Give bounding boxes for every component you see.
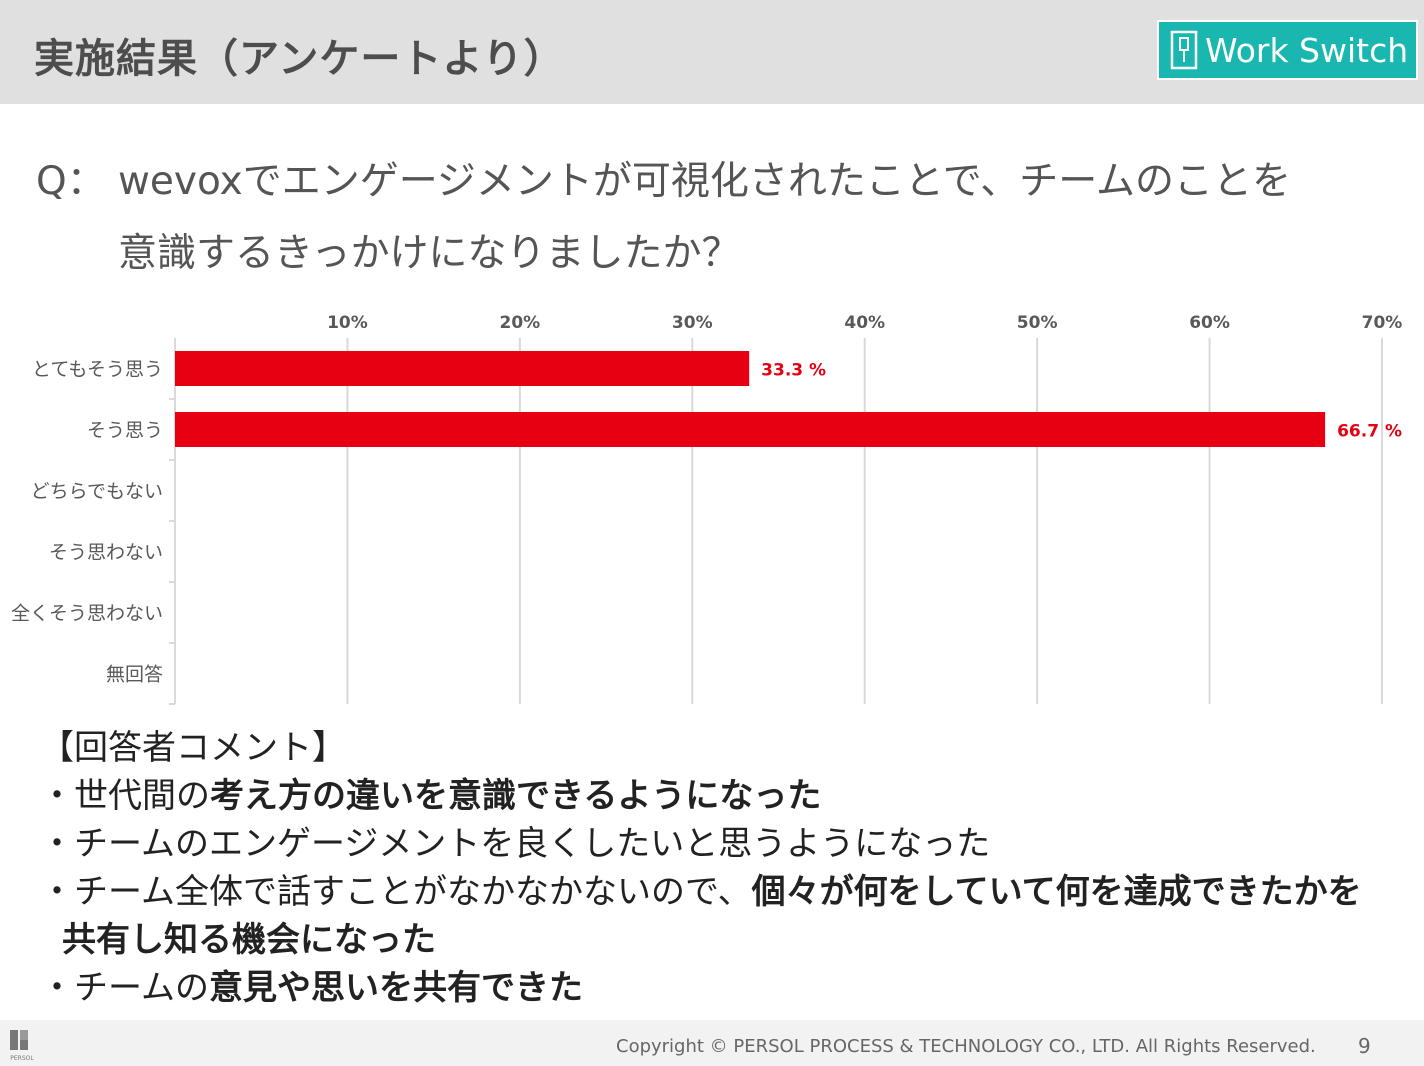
comment-bold-text: 個々が何をしていて何を達成できたかを bbox=[751, 872, 1362, 912]
category-label: 全くそう思わない bbox=[11, 603, 163, 625]
data-label: 66.7 % bbox=[1337, 422, 1402, 442]
comment-text: ・チームのエンゲージメントを良くしたいと思うようになった bbox=[40, 824, 991, 864]
comment-text: ・チーム全体で話すことがなかなかないので、 bbox=[40, 872, 752, 912]
bar bbox=[175, 351, 750, 386]
brand-name: Work Switch bbox=[1205, 30, 1409, 70]
comment-item: ・世代間の考え方の違いを意識できるようになった bbox=[40, 772, 1410, 820]
copyright-text: Copyright © PERSOL PROCESS & TECHNOLOGY … bbox=[616, 1036, 1316, 1057]
tick-label: 50% bbox=[1017, 313, 1058, 333]
category-label: そう思わない bbox=[49, 542, 163, 564]
comment-text: ・世代間の bbox=[40, 776, 210, 816]
category-label: 無回答 bbox=[106, 664, 163, 686]
tick-label: 70% bbox=[1362, 313, 1403, 333]
category-label: どちらでもない bbox=[31, 481, 163, 503]
comment-bold-text: 共有し知る機会になった bbox=[62, 920, 436, 960]
bar bbox=[175, 412, 1326, 447]
category-label: とてもそう思う bbox=[32, 359, 163, 381]
question-prefix: Q： bbox=[36, 159, 106, 204]
tick-label: 20% bbox=[500, 313, 541, 333]
survey-question: Q： wevoxでエンゲージメントが可視化されたことで、チームのことを 意識するき… bbox=[36, 146, 1376, 290]
door-icon bbox=[1170, 30, 1198, 70]
tick-label: 30% bbox=[672, 313, 713, 333]
footer-bar bbox=[0, 1020, 1424, 1066]
page-number: 9 bbox=[1358, 1034, 1371, 1058]
bar-chart: 10% 20% 30% 40% 50% 60% 70% とてもそう思う 33.3 % そう思う 66… bbox=[11, 313, 1403, 705]
tick-label: 10% bbox=[327, 313, 368, 333]
comment-text: ・チームの bbox=[40, 968, 209, 1008]
data-label: 33.3 % bbox=[761, 361, 826, 381]
comment-item: ・チームのエンゲージメントを良くしたいと思うようになった bbox=[40, 820, 1410, 868]
comment-item-continuation: 共有し知る機会になった bbox=[40, 916, 1410, 964]
page-title: 実施結果（アンケートより） bbox=[34, 36, 565, 82]
comment-bold-text: 意見や思いを共有できた bbox=[208, 968, 583, 1008]
tick-label: 40% bbox=[844, 313, 885, 333]
question-line-1: wevoxでエンゲージメントが可視化されたことで、チームのことを bbox=[118, 159, 1292, 204]
comments-heading: 【回答者コメント】 bbox=[40, 728, 346, 768]
tick-label: 60% bbox=[1189, 313, 1230, 333]
comment-bold-text: 考え方の違いを意識できるようになった bbox=[210, 776, 822, 816]
comment-item: ・チーム全体で話すことがなかなかないので、個々が何をしていて何を達成できたかを bbox=[40, 868, 1410, 916]
question-line-2: 意識するきっかけになりましたか？ bbox=[118, 231, 741, 276]
comments-section: 【回答者コメント】 ・世代間の考え方の違いを意識できるようになった ・チームのエ… bbox=[40, 724, 1410, 1012]
persol-logo: PERSOL bbox=[10, 1030, 34, 1062]
brand-badge: Work Switch bbox=[1157, 20, 1418, 80]
category-label: そう思う bbox=[87, 420, 163, 442]
svg-text:PERSOL: PERSOL bbox=[10, 1055, 34, 1062]
comment-item: ・チームの意見や思いを共有できた bbox=[40, 964, 1410, 1012]
